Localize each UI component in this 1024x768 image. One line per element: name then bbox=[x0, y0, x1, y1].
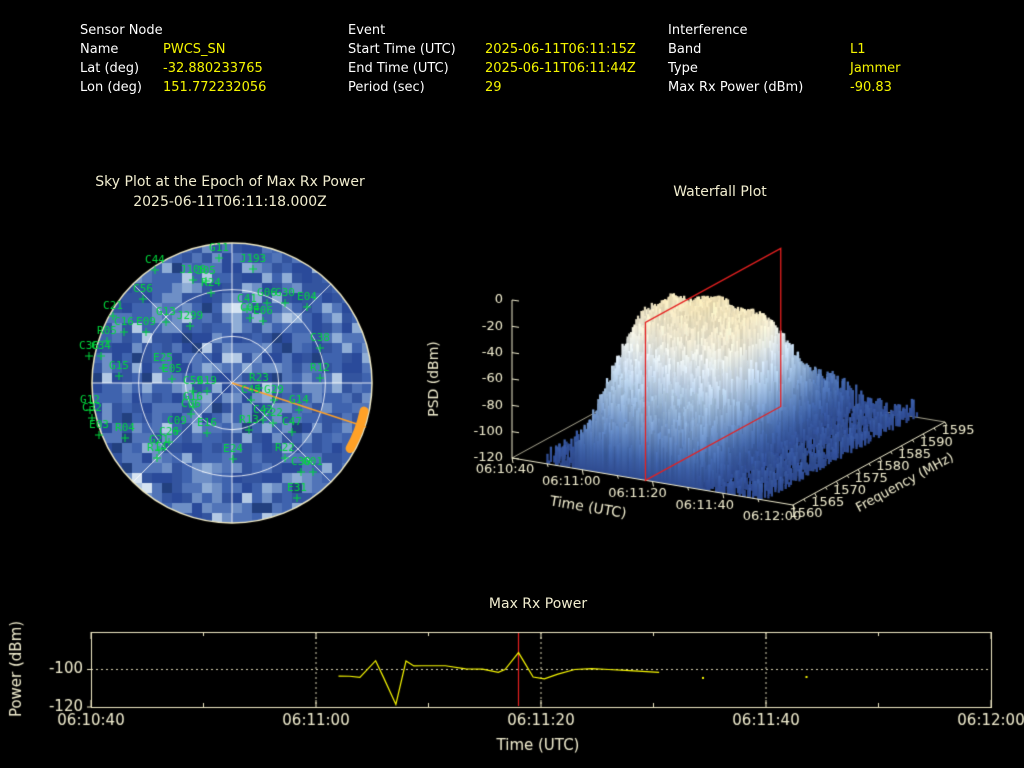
sensor-node-title: Sensor Node bbox=[80, 23, 163, 38]
sky-plot-title-line1: Sky Plot at the Epoch of Max Rx Power bbox=[95, 174, 365, 190]
event-start-row: Start Time (UTC) 2025-06-11T06:11:15Z bbox=[348, 40, 636, 59]
event-end-label: End Time (UTC) bbox=[348, 61, 449, 76]
sensor-lon-row: Lon (deg) 151.772232056 bbox=[80, 78, 266, 97]
event-period-value: 29 bbox=[485, 80, 502, 95]
waterfall-plot-title: Waterfall Plot bbox=[673, 184, 767, 200]
interference-band-value: L1 bbox=[850, 42, 866, 57]
sensor-lon-value: 151.772232056 bbox=[163, 80, 267, 95]
event-start-label: Start Time (UTC) bbox=[348, 42, 456, 57]
interference-panel: Interference Band L1 Type Jammer Max Rx Po… bbox=[668, 21, 900, 97]
max-rx-power-plot bbox=[0, 588, 1024, 768]
sensor-name-row: Name PWCS_SN bbox=[80, 40, 266, 59]
sensor-lat-row: Lat (deg) -32.880233765 bbox=[80, 59, 266, 78]
event-title: Event bbox=[348, 23, 386, 38]
interference-power-label: Max Rx Power (dBm) bbox=[668, 80, 804, 95]
interference-band-row: Band L1 bbox=[668, 40, 900, 59]
sensor-node-panel: Sensor Node Name PWCS_SN Lat (deg) -32.880… bbox=[80, 21, 266, 97]
sensor-name-label: Name bbox=[80, 42, 119, 57]
sensor-name-value: PWCS_SN bbox=[163, 42, 226, 57]
interference-type-label: Type bbox=[668, 61, 698, 76]
sky-plot-title-line2: 2025-06-11T06:11:18.000Z bbox=[133, 194, 327, 210]
event-period-row: Period (sec) 29 bbox=[348, 78, 636, 97]
sky-plot-title: Sky Plot at the Epoch of Max Rx Power 20… bbox=[40, 172, 420, 212]
sky-plot bbox=[60, 228, 400, 538]
sensor-lat-label: Lat (deg) bbox=[80, 61, 140, 76]
sensor-lat-value: -32.880233765 bbox=[163, 61, 263, 76]
waterfall-plot bbox=[410, 225, 1024, 555]
interference-power-row: Max Rx Power (dBm) -90.83 bbox=[668, 78, 900, 97]
event-panel: Event Start Time (UTC) 2025-06-11T06:11:1… bbox=[348, 21, 636, 97]
interference-type-value: Jammer bbox=[850, 61, 901, 76]
sensor-lon-label: Lon (deg) bbox=[80, 80, 142, 95]
interference-power-value: -90.83 bbox=[850, 80, 892, 95]
interference-band-label: Band bbox=[668, 42, 702, 57]
event-start-value: 2025-06-11T06:11:15Z bbox=[485, 42, 636, 57]
event-period-label: Period (sec) bbox=[348, 80, 425, 95]
interference-type-row: Type Jammer bbox=[668, 59, 900, 78]
interference-title: Interference bbox=[668, 23, 748, 38]
event-end-value: 2025-06-11T06:11:44Z bbox=[485, 61, 636, 76]
event-end-row: End Time (UTC) 2025-06-11T06:11:44Z bbox=[348, 59, 636, 78]
